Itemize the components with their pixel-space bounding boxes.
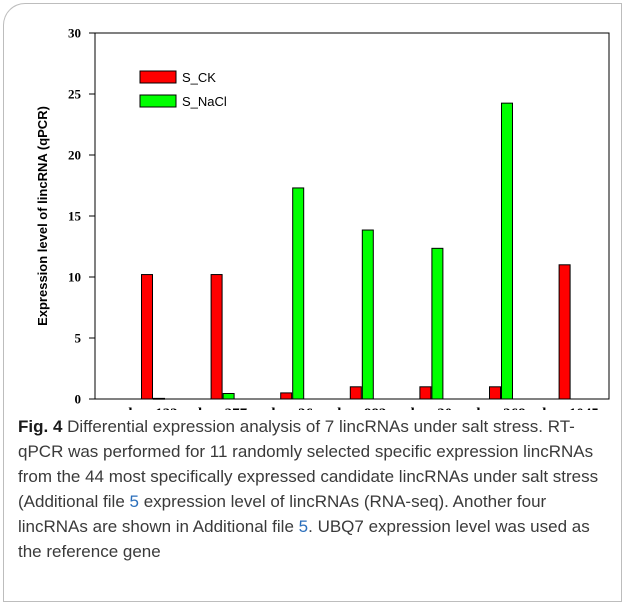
y-tick-label: 5 <box>75 331 82 346</box>
bar-s-ck-lnc-368 <box>489 386 501 400</box>
x-tick-label: lnc_377 <box>198 406 248 410</box>
bars-group <box>141 102 571 400</box>
plot-area-border <box>94 32 610 400</box>
y-tick-label: 20 <box>68 148 81 163</box>
bar-s-ck-lnc-20 <box>419 386 432 400</box>
y-axis-label: Expression level of lincRNA (qPCR) <box>35 106 50 326</box>
caption-text-2: expression level of lincRNAs (RNA-seq). … <box>18 492 547 536</box>
legend-label-s-ck: S_CK <box>182 70 216 85</box>
bar-s-ck-lnc-26 <box>280 392 293 400</box>
figure-frame <box>3 3 622 602</box>
caption-link-additional-file-2[interactable]: 5 <box>298 517 309 536</box>
caption-title: Differential expression analysis of 7 li… <box>62 417 544 436</box>
legend: S_CK S_NaCl <box>139 70 227 109</box>
bar-s-nacl-lnc-368 <box>501 102 513 400</box>
bar-s-nacl-lnc-20 <box>431 247 444 400</box>
x-tick-label: lnc_368 <box>476 406 525 410</box>
bar-s-nacl-lnc-377 <box>222 393 235 400</box>
bar-s-nacl-lnc-26 <box>292 187 305 400</box>
legend-label-s-nacl: S_NaCl <box>182 94 227 109</box>
legend-swatch-s-ck <box>139 70 177 84</box>
y-tick-label: 15 <box>68 209 82 224</box>
bar-s-ck-lnc-123 <box>141 274 153 400</box>
bar-s-ck-lnc-377 <box>210 274 223 400</box>
x-tick-label: lnc_26 <box>271 406 313 410</box>
bar-s-ck-lnc-883 <box>349 386 362 400</box>
bar-s-ck-lnc-1045 <box>558 264 571 400</box>
y-tick-label: 30 <box>68 26 81 41</box>
y-tick-label: 25 <box>68 87 82 102</box>
bar-chart: 0 5 10 15 20 25 30 lnc_123 lnc_377 lnc_26 lnc_883… <box>35 26 610 410</box>
y-tick-label: 10 <box>68 270 81 285</box>
y-tick-label: 0 <box>75 392 82 407</box>
figure-caption: Fig. 4 Differential expression analysis … <box>18 414 614 564</box>
bar-s-nacl-lnc-883 <box>361 229 374 400</box>
caption-figure-label: Fig. 4 <box>18 417 63 436</box>
x-tick-label: lnc_123 <box>128 406 177 410</box>
x-tick-label: lnc_20 <box>411 406 453 410</box>
x-tick-label: lnc_1045 <box>542 406 599 410</box>
y-axis-ticks: 0 5 10 15 20 25 30 <box>68 26 95 407</box>
caption-link-additional-file-1[interactable]: 5 <box>129 492 139 511</box>
caption-text-3: . UBQ7 expression level was used as the … <box>18 517 590 561</box>
x-tick-label: lnc_883 <box>337 406 386 410</box>
legend-swatch-s-nacl <box>139 94 177 108</box>
figure-frame-bottom-edge <box>3 601 622 602</box>
caption-text-1: RT-qPCR was performed for 11 randomly se… <box>18 417 599 511</box>
x-axis-ticks: lnc_123 lnc_377 lnc_26 lnc_883 lnc_20 lnc_368… <box>128 406 599 410</box>
figure-frame-right-edge <box>621 3 622 602</box>
